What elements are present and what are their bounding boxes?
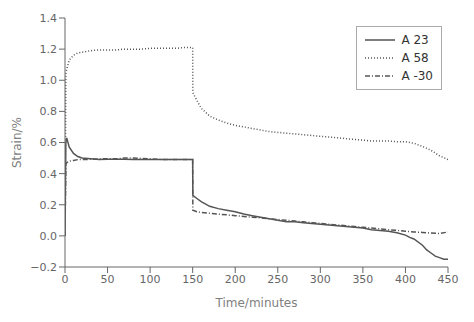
- svg-text:400: 400: [395, 273, 416, 286]
- svg-text:200: 200: [225, 273, 246, 286]
- svg-text:0.0: 0.0: [40, 230, 58, 243]
- svg-text:0.4: 0.4: [40, 168, 58, 181]
- svg-text:300: 300: [310, 273, 331, 286]
- svg-text:Strain/%: Strain/%: [10, 117, 24, 168]
- html-text:A 23: A 23: [401, 33, 429, 47]
- svg-text:1.0: 1.0: [40, 74, 58, 87]
- svg-text:1.2: 1.2: [40, 43, 58, 56]
- svg-text:1.4: 1.4: [40, 12, 58, 25]
- svg-text:Time/minutes: Time/minutes: [215, 296, 298, 310]
- svg-text:100: 100: [140, 273, 161, 286]
- svg-text:0.6: 0.6: [40, 136, 58, 149]
- svg-text:350: 350: [352, 273, 373, 286]
- svg-text:−0.2: −0.2: [30, 261, 57, 274]
- svg-text:0.2: 0.2: [40, 199, 58, 212]
- svg-text:450: 450: [438, 273, 459, 286]
- svg-text:250: 250: [267, 273, 288, 286]
- svg-text:0: 0: [62, 273, 69, 286]
- svg-text:150: 150: [182, 273, 203, 286]
- html-text:A 58: A 58: [401, 51, 429, 65]
- svg-text:50: 50: [101, 273, 115, 286]
- html-text:A -30: A -30: [401, 69, 433, 83]
- svg-text:0.8: 0.8: [40, 105, 58, 118]
